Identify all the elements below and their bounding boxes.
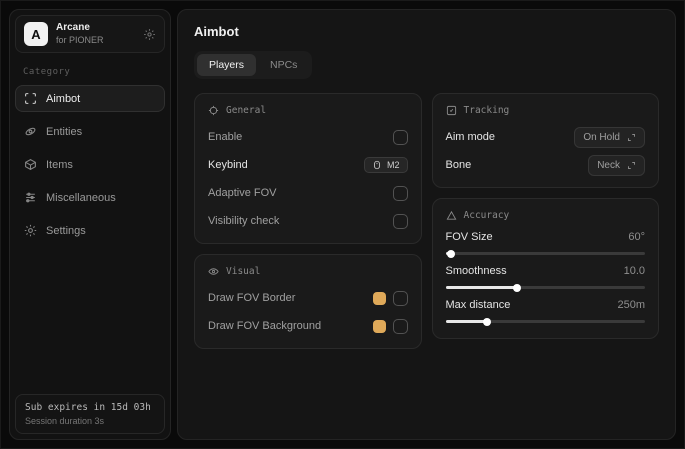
target-square-icon — [446, 105, 457, 116]
general-card: General Enable Keybind — [194, 93, 422, 244]
subscription-status: Sub expires in 15d 03h Session duration … — [15, 394, 165, 434]
slider-thumb[interactable] — [483, 317, 492, 326]
card-title: General — [226, 105, 267, 116]
entities-icon — [24, 125, 37, 138]
enable-label: Enable — [208, 131, 243, 143]
visibility-check-checkbox[interactable] — [392, 213, 408, 229]
aim-mode-value: On Hold — [583, 131, 620, 143]
session-duration-text: Session duration 3s — [25, 416, 105, 426]
sub-expiry-text: Sub expires in 15d 03h — [25, 402, 151, 413]
sidebar: A Arcane for PIONER Category — [9, 9, 171, 440]
tab-npcs[interactable]: NPCs — [270, 59, 298, 71]
sidebar-item-miscellaneous[interactable]: Miscellaneous — [15, 184, 165, 211]
expand-icon — [627, 161, 636, 170]
aim-mode-select[interactable]: On Hold — [574, 126, 645, 148]
keybind-button[interactable]: M2 — [363, 157, 408, 173]
fov-size-label: FOV Size — [445, 231, 493, 243]
app-logo: A — [24, 22, 48, 46]
sidebar-item-items[interactable]: Items — [15, 151, 165, 178]
sidebar-item-label: Aimbot — [46, 92, 81, 105]
draw-fov-border-label: Draw FOV Border — [208, 292, 296, 304]
sliders-icon — [24, 191, 37, 204]
box-icon — [24, 158, 37, 171]
triangle-icon — [446, 210, 457, 221]
keybind-label: Keybind — [208, 159, 248, 171]
keybind-value: M2 — [386, 160, 400, 170]
sidebar-item-label: Settings — [46, 224, 86, 237]
bone-value: Neck — [597, 159, 620, 171]
visibility-check-label: Visibility check — [208, 215, 280, 227]
fov-background-color-swatch[interactable] — [372, 319, 386, 333]
sidebar-item-settings[interactable]: Settings — [15, 217, 165, 244]
enable-checkbox[interactable] — [392, 129, 408, 145]
main-panel: Aimbot Players NPCs General — [177, 9, 676, 440]
eye-icon — [208, 266, 219, 277]
gear-icon — [24, 224, 37, 237]
scan-icon — [24, 92, 37, 105]
crosshair-icon — [208, 105, 219, 116]
bone-select[interactable]: Neck — [588, 154, 645, 176]
smoothness-value: 10.0 — [623, 265, 645, 277]
expand-icon — [627, 133, 636, 142]
gear-icon[interactable] — [143, 28, 156, 41]
sidebar-item-label: Miscellaneous — [46, 191, 116, 204]
draw-fov-border-checkbox[interactable] — [392, 290, 408, 306]
slider-thumb[interactable] — [513, 283, 522, 292]
max-distance-slider-row: Max distance 250m — [445, 299, 645, 326]
fov-border-color-swatch[interactable] — [372, 291, 386, 305]
tab-players[interactable]: Players — [197, 54, 257, 76]
max-distance-slider[interactable] — [445, 317, 645, 326]
draw-fov-background-checkbox[interactable] — [392, 318, 408, 334]
card-title: Accuracy — [463, 210, 510, 221]
bone-label: Bone — [445, 159, 472, 171]
sidebar-nav: Aimbot Entities Items — [15, 85, 165, 244]
sidebar-item-label: Entities — [46, 125, 83, 138]
max-distance-value: 250m — [617, 299, 645, 311]
app-header: A Arcane for PIONER — [15, 15, 165, 53]
app-name: Arcane — [56, 22, 90, 34]
smoothness-slider-row: Smoothness 10.0 — [445, 265, 645, 292]
draw-fov-background-label: Draw FOV Background — [208, 320, 322, 332]
visual-card: Visual Draw FOV Border Draw FOV Backgrou… — [194, 254, 422, 349]
aim-mode-label: Aim mode — [445, 131, 496, 143]
card-title: Visual — [226, 266, 261, 277]
smoothness-label: Smoothness — [445, 265, 507, 277]
max-distance-label: Max distance — [445, 299, 511, 311]
mouse-icon — [372, 160, 382, 170]
smoothness-slider[interactable] — [445, 283, 645, 292]
accuracy-card: Accuracy FOV Size 60° Smoothness — [431, 198, 659, 339]
app-subtitle: for PIONER — [56, 34, 104, 45]
fov-size-slider[interactable] — [445, 249, 645, 258]
card-title: Tracking — [463, 105, 510, 116]
target-tabs: Players NPCs — [194, 51, 313, 79]
adaptive-fov-label: Adaptive FOV — [208, 187, 277, 199]
adaptive-fov-checkbox[interactable] — [392, 185, 408, 201]
category-label: Category — [23, 67, 71, 77]
fov-size-value: 60° — [628, 231, 645, 243]
sidebar-item-entities[interactable]: Entities — [15, 118, 165, 145]
sidebar-item-label: Items — [46, 158, 73, 171]
sidebar-item-aimbot[interactable]: Aimbot — [15, 85, 165, 112]
slider-thumb[interactable] — [447, 249, 456, 258]
fov-size-slider-row: FOV Size 60° — [445, 231, 645, 258]
tracking-card: Tracking Aim mode On Hold — [431, 93, 659, 188]
page-title: Aimbot — [194, 24, 239, 39]
